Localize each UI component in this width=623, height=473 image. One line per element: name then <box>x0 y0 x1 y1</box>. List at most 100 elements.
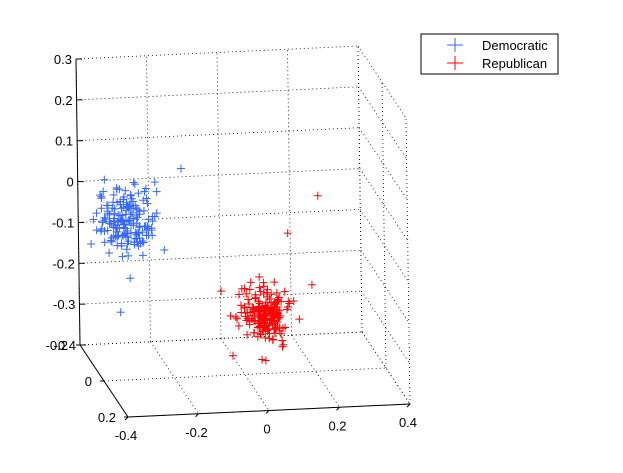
data-point-republican <box>272 288 281 297</box>
data-point-democratic <box>126 202 135 211</box>
data-point-republican <box>226 311 235 320</box>
data-point-democratic <box>150 178 159 187</box>
data-point-republican <box>234 321 243 330</box>
gridline-floor-x <box>361 331 411 405</box>
data-point-democratic <box>110 209 119 218</box>
data-point-democratic <box>121 232 130 241</box>
grid-layer <box>75 45 411 418</box>
data-point-democratic <box>118 252 127 261</box>
data-point-democratic <box>115 211 124 220</box>
data-point-democratic <box>118 216 127 225</box>
data-point-democratic <box>139 206 148 215</box>
data-point-democratic <box>117 204 126 213</box>
data-point-democratic-outlier <box>152 187 161 196</box>
data-point-republican <box>246 278 255 287</box>
y-tick-label: 0 <box>85 374 92 389</box>
data-point-democratic <box>101 215 110 224</box>
data-point-democratic <box>138 237 147 246</box>
gridline-side-z <box>359 168 409 241</box>
legend-entry-democratic: Democratic <box>447 38 548 53</box>
data-point-democratic <box>100 175 109 184</box>
data-point-democratic <box>131 201 140 210</box>
data-point-republican <box>256 330 265 339</box>
y-tick-label: 0.2 <box>98 410 116 425</box>
data-point-democratic <box>96 227 105 236</box>
data-point-democratic <box>129 219 138 228</box>
x-tick-label: 0.4 <box>399 415 417 430</box>
z-tick-label: 0.1 <box>55 134 73 149</box>
data-point-republican <box>275 326 284 335</box>
data-point-democratic <box>133 228 142 237</box>
data-point-democratic <box>139 196 148 205</box>
data-point-republican <box>270 278 279 287</box>
data-point-democratic <box>119 192 128 201</box>
data-point-democratic <box>138 251 147 260</box>
data-point-republican <box>255 283 264 292</box>
data-point-republican <box>259 289 268 298</box>
z-tick-label: -0.1 <box>52 215 74 230</box>
data-point-republican <box>277 297 286 306</box>
data-point-democratic <box>124 251 133 260</box>
data-point-democratic <box>132 234 141 243</box>
data-point-republican <box>266 304 275 313</box>
data-point-republican <box>251 293 260 302</box>
data-point-democratic <box>140 222 149 231</box>
data-point-republican <box>250 328 259 337</box>
data-point-republican <box>258 355 267 364</box>
data-point-democratic <box>126 191 135 200</box>
gridline-side-y <box>357 45 363 333</box>
z-tick-label: 0.3 <box>54 52 72 67</box>
data-point-democratic <box>124 203 133 212</box>
data-point-republican <box>249 304 258 313</box>
data-point-republican <box>263 303 272 312</box>
data-point-republican <box>264 325 273 334</box>
data-point-republican <box>279 340 288 349</box>
data-point-democratic-outlier <box>176 164 185 173</box>
data-point-republican <box>255 272 264 281</box>
x-tick-mark <box>406 403 411 408</box>
data-point-republican <box>258 304 267 313</box>
data-point-republican <box>271 312 280 321</box>
data-point-democratic <box>112 227 121 236</box>
data-point-republican <box>250 311 259 320</box>
data-point-republican <box>240 284 249 293</box>
data-point-democratic <box>139 238 148 247</box>
gridline-side-z <box>357 45 407 119</box>
data-point-democratic <box>103 207 112 216</box>
data-point-republican <box>257 315 266 324</box>
x-tick-label: 0 <box>263 422 270 437</box>
gridline-back-x <box>357 45 363 333</box>
data-point-republican <box>261 356 270 365</box>
data-point-republican-outlier <box>307 280 316 289</box>
data-point-republican <box>263 285 272 294</box>
data-point-democratic <box>123 239 132 248</box>
data-point-democratic <box>105 210 114 219</box>
x-tick-label: 0.2 <box>328 418 346 433</box>
data-point-democratic <box>110 217 119 226</box>
data-point-republican <box>243 330 252 339</box>
data-point-republican <box>255 302 264 311</box>
gridline-floor-x <box>291 335 340 408</box>
data-point-democratic <box>129 178 138 187</box>
gridline-floor-y <box>103 367 387 382</box>
gridline-side-z <box>360 250 410 323</box>
data-point-republican <box>273 295 282 304</box>
data-point-democratic <box>113 224 122 233</box>
z-axis-line <box>75 58 81 346</box>
x-tick-mark <box>336 406 340 411</box>
x-tick-label: -0.2 <box>185 425 207 440</box>
data-point-democratic <box>102 201 111 210</box>
data-point-democratic <box>122 245 131 254</box>
data-point-republican <box>282 305 291 314</box>
data-point-democratic <box>99 187 108 196</box>
data-point-republican-outlier <box>228 351 237 360</box>
data-point-democratic <box>89 215 98 224</box>
data-point-democratic <box>109 198 118 207</box>
data-point-republican <box>268 335 277 344</box>
gridline-side-z <box>358 86 407 160</box>
data-point-democratic <box>92 209 101 218</box>
gridline-back-z <box>77 168 360 182</box>
data-point-democratic <box>114 210 123 219</box>
